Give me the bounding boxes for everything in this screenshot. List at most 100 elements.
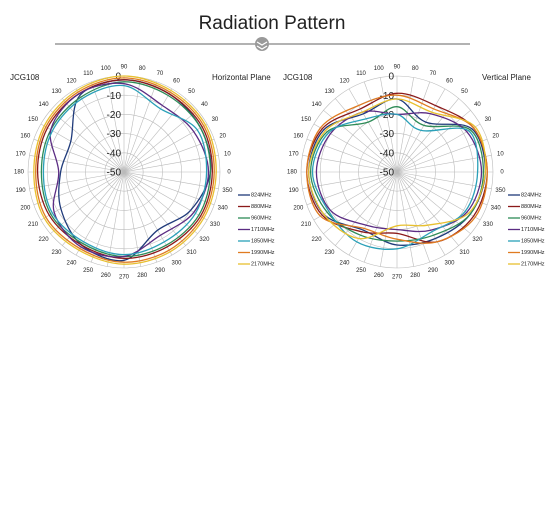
spoke: [123, 77, 141, 173]
angle-label: 230: [51, 250, 62, 256]
spoke: [396, 138, 488, 173]
spoke: [107, 171, 125, 267]
spoke: [323, 110, 398, 173]
angle-label: 90: [121, 65, 128, 71]
spoke: [380, 77, 398, 173]
angle-label: 160: [20, 134, 31, 140]
angle-label: 40: [201, 102, 208, 108]
angle-label: 20: [219, 134, 226, 140]
angle-label: 330: [483, 222, 494, 228]
angle-label: 210: [28, 222, 39, 228]
angle-label: 70: [157, 71, 164, 77]
angle-label: 190: [16, 188, 27, 194]
angle-label: 350: [495, 188, 506, 194]
spoke: [62, 171, 125, 246]
ring: [66, 114, 182, 230]
r-tick-label: -40: [107, 148, 122, 159]
ring: [377, 152, 417, 192]
pattern-line: [33, 75, 217, 265]
r-tick-label: -20: [107, 110, 122, 121]
angle-label: 330: [210, 222, 221, 228]
angle-label: 220: [39, 237, 50, 243]
angle-label: 80: [412, 66, 419, 72]
angle-label: 200: [293, 205, 304, 211]
pattern-line: [308, 98, 487, 240]
angle-label: 290: [155, 268, 166, 274]
angle-label: 180: [14, 170, 25, 176]
angle-label: 260: [374, 273, 385, 279]
angle-label: 10: [497, 151, 504, 157]
r-tick-label: 0: [115, 72, 121, 83]
ring: [300, 75, 494, 269]
spoke: [50, 110, 125, 173]
ring: [358, 133, 436, 211]
angle-label: 140: [312, 102, 323, 108]
angle-label: 280: [410, 273, 421, 279]
legend-label: 824MHz: [521, 192, 542, 198]
r-tick-label: -50: [107, 168, 122, 179]
chart-subtitle: Horizontal Plane: [212, 73, 271, 82]
spoke: [380, 171, 398, 267]
angle-label: 100: [374, 66, 385, 72]
angle-label: 110: [83, 71, 93, 77]
r-tick-label: 0: [388, 72, 394, 83]
angle-label: 250: [356, 268, 367, 274]
angle-label: 100: [101, 66, 112, 72]
angle-label: 60: [446, 79, 453, 85]
spoke: [363, 81, 398, 173]
pattern-line: [306, 94, 488, 244]
pattern-line: [315, 110, 483, 233]
pattern-line: [309, 106, 485, 242]
angle-label: 30: [212, 117, 219, 123]
legend-label: 824MHz: [251, 192, 272, 198]
spoke: [396, 171, 431, 263]
angle-label: 140: [39, 102, 50, 108]
angle-label: 30: [485, 117, 492, 123]
spoke: [33, 138, 125, 173]
spoke: [29, 155, 125, 173]
ring: [104, 152, 144, 192]
angle-label: 350: [222, 188, 233, 194]
spoke: [123, 98, 186, 173]
angle-label: 170: [16, 151, 27, 157]
chart-subtitle: Vertical Plane: [482, 73, 531, 82]
spoke: [396, 171, 459, 246]
angle-label: 150: [301, 117, 312, 123]
angle-label: 270: [392, 275, 403, 281]
spoke: [396, 171, 414, 267]
chart-title: JCG108: [10, 73, 40, 82]
angle-label: 170: [289, 151, 300, 157]
angle-label: 230: [324, 250, 335, 256]
ring: [46, 94, 202, 250]
pattern-line: [40, 81, 212, 258]
angle-label: 10: [224, 151, 231, 157]
legend-label: 880MHz: [251, 204, 272, 210]
angle-label: 0: [500, 170, 504, 176]
pattern-line: [42, 84, 208, 256]
angle-label: 80: [139, 66, 146, 72]
legend-label: 1710MHz: [251, 227, 275, 233]
divider-icon-chevrons: [256, 41, 268, 50]
spoke: [33, 171, 125, 206]
pattern-line: [49, 82, 210, 258]
spoke: [123, 88, 173, 173]
angle-label: 300: [171, 261, 182, 267]
angle-label: 70: [430, 71, 437, 77]
pattern-line: [36, 79, 213, 260]
chart-title: JCG108: [283, 73, 313, 82]
angle-label: 320: [472, 237, 483, 243]
spoke: [306, 138, 398, 173]
angle-label: 50: [461, 89, 468, 95]
spoke: [123, 171, 158, 263]
r-tick-label: -30: [380, 129, 395, 140]
angle-label: 320: [199, 237, 210, 243]
spoke: [396, 77, 414, 173]
r-tick-label: -50: [380, 168, 395, 179]
angle-label: 260: [101, 273, 112, 279]
angle-label: 340: [218, 205, 229, 211]
angle-label: 250: [83, 268, 94, 274]
spoke: [29, 171, 125, 189]
legend-label: 960MHz: [521, 215, 542, 221]
pattern-line: [35, 77, 215, 263]
angle-label: 340: [491, 205, 502, 211]
